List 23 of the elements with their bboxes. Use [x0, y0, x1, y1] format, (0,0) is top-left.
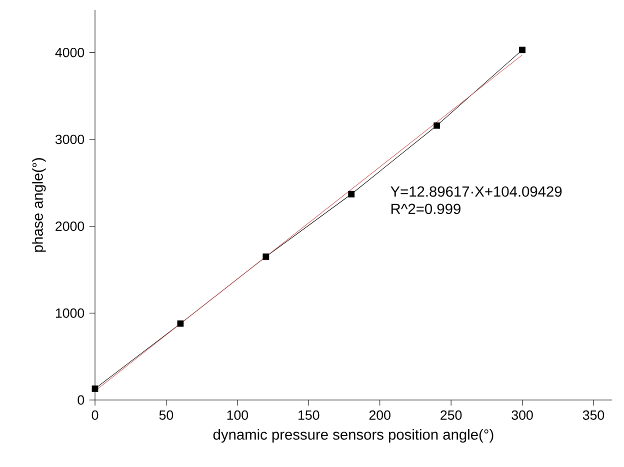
point [177, 320, 184, 327]
point [92, 385, 98, 392]
x-tick-label: 200 [369, 410, 390, 420]
x-tick-label: 0 [92, 410, 98, 420]
y-tick-label: 0 [78, 395, 84, 405]
point [262, 253, 270, 260]
annotation: R^2=0.999 [391, 204, 460, 214]
x-tick-label: 150 [298, 410, 320, 420]
point [348, 190, 355, 198]
y-tick-label: 1000 [56, 308, 84, 318]
y-tick-label: 4000 [55, 48, 84, 58]
x-tick-label: 100 [227, 410, 248, 420]
x-tick-label: 350 [582, 410, 604, 420]
y-tick-label: 2000 [56, 222, 84, 231]
annotation: Y=12.89617·X+104.09429 [390, 186, 562, 197]
y-axis-title: phase angle(°) [32, 158, 46, 252]
point [434, 122, 440, 129]
x-tick-label: 300 [512, 410, 533, 420]
x-tick-label: 250 [440, 410, 462, 420]
x-tick-label: 50 [159, 410, 174, 420]
y-tick-label: 3000 [55, 134, 84, 144]
point [519, 46, 526, 54]
x-axis-title: dynamic pressure sensors position angle(°) [213, 428, 494, 443]
